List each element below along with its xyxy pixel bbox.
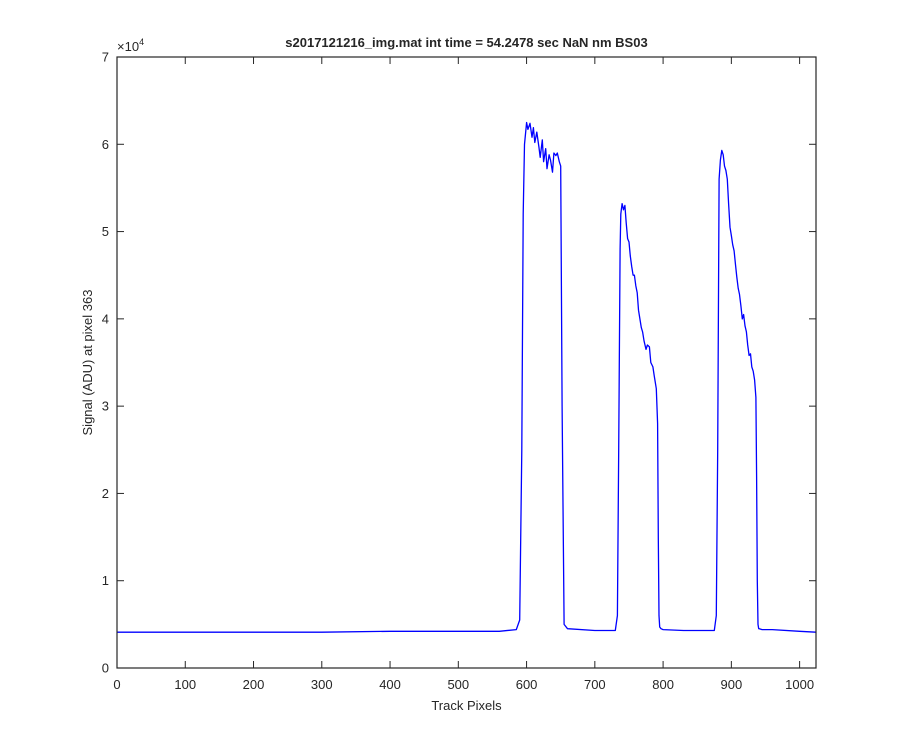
y-axis-exponent: ×104 (117, 37, 144, 54)
x-tick-label: 0 (113, 677, 120, 692)
x-tick-label: 500 (447, 677, 469, 692)
x-tick-label: 800 (652, 677, 674, 692)
x-tick-label: 200 (243, 677, 265, 692)
x-tick-label: 600 (516, 677, 538, 692)
x-tick-label: 300 (311, 677, 333, 692)
y-tick-label: 2 (102, 486, 109, 501)
y-exponent-base: ×10 (117, 39, 139, 54)
y-tick-label: 0 (102, 661, 109, 676)
x-axis-ticks: 0 100 200 300 400 500 600 700 800 900 1000 (113, 57, 814, 692)
y-tick-label: 7 (102, 50, 109, 65)
x-tick-label: 700 (584, 677, 606, 692)
x-axis-label: Track Pixels (431, 698, 502, 713)
x-tick-label: 400 (379, 677, 401, 692)
y-tick-label: 5 (102, 224, 109, 239)
x-tick-label: 900 (721, 677, 743, 692)
axes-box (116, 56, 817, 669)
x-tick-label: 100 (174, 677, 196, 692)
y-tick-label: 4 (102, 311, 109, 326)
y-tick-label: 3 (102, 399, 109, 414)
y-tick-label: 6 (102, 137, 109, 152)
axes-background (117, 57, 816, 668)
y-exponent-power: 4 (139, 37, 144, 47)
y-axis-label: Signal (ADU) at pixel 363 (80, 290, 95, 436)
y-tick-label: 1 (102, 573, 109, 588)
chart-title: s2017121216_img.mat int time = 54.2478 s… (285, 35, 647, 50)
x-tick-label: 1000 (785, 677, 814, 692)
series-line (117, 121, 817, 633)
